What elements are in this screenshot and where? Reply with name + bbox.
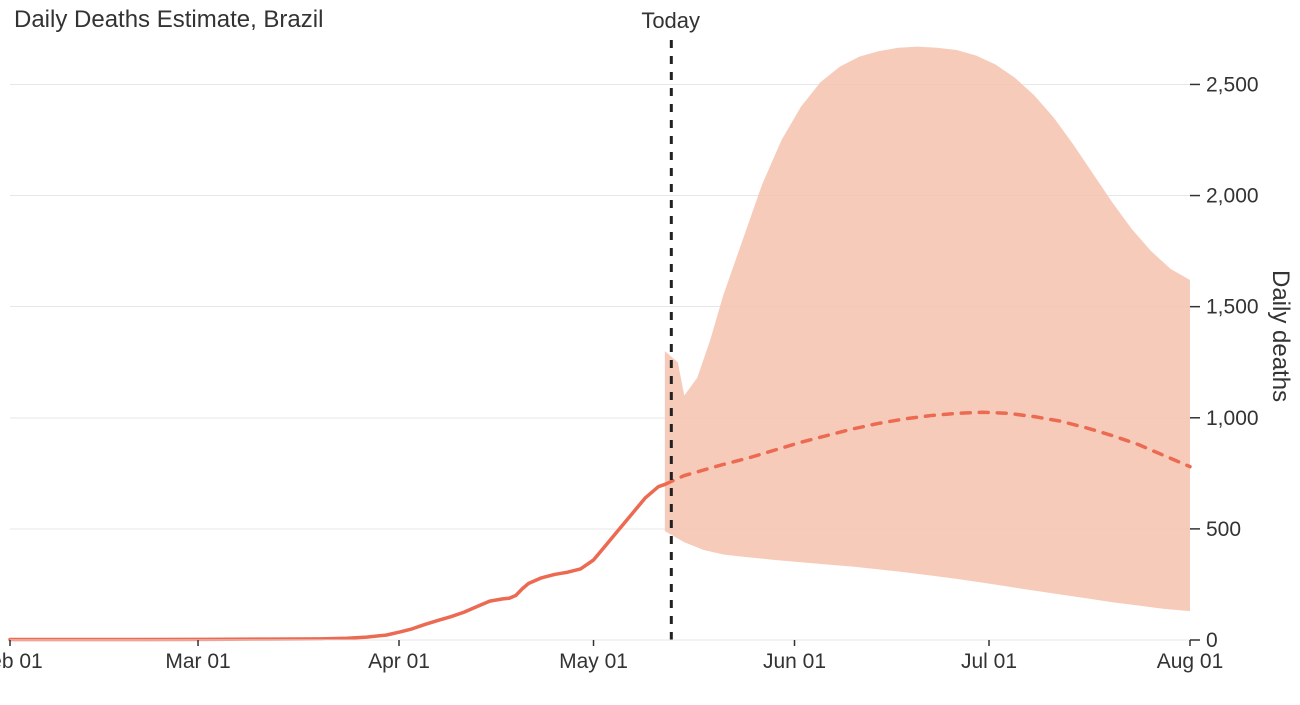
chart-container: Daily Deaths Estimate, Brazil Today Dail… — [0, 0, 1300, 705]
today-marker-label: Today — [641, 8, 700, 34]
y-axis: 0 500 1,000 1,500 2,000 2,500 — [1190, 73, 1259, 652]
y-tick-label: 2,000 — [1206, 185, 1259, 208]
chart-svg: Feb 01 Mar 01 Apr 01 May 01 Jun 01 Jul 01 Aug … — [0, 0, 1300, 705]
x-axis: Feb 01 Mar 01 Apr 01 May 01 Jun 01 Jul 01 Aug … — [0, 640, 1223, 673]
y-tick-label: 2,500 — [1206, 73, 1259, 96]
y-axis-label: Daily deaths — [1266, 270, 1294, 402]
plot-area: Feb 01 Mar 01 Apr 01 May 01 Jun 01 Jul 01 Aug … — [0, 40, 1259, 673]
x-tick-label: May 01 — [559, 650, 628, 673]
x-tick-label: Aug 01 — [1157, 650, 1224, 673]
x-tick-label: Apr 01 — [368, 650, 430, 673]
uncertainty-band — [665, 47, 1190, 611]
x-tick-label: Jul 01 — [961, 650, 1017, 673]
observed-line — [10, 484, 665, 639]
y-tick-label: 0 — [1206, 629, 1218, 652]
y-tick-label: 1,000 — [1206, 407, 1259, 430]
x-tick-label: Jun 01 — [763, 650, 826, 673]
x-tick-label: Mar 01 — [165, 650, 230, 673]
y-tick-label: 500 — [1206, 518, 1241, 541]
chart-title: Daily Deaths Estimate, Brazil — [14, 6, 323, 34]
x-tick-label: Feb 01 — [0, 650, 43, 673]
y-tick-label: 1,500 — [1206, 296, 1259, 319]
